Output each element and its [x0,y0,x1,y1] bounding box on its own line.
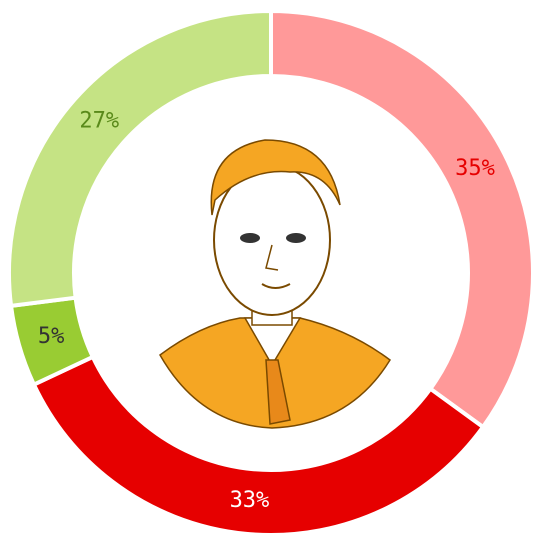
value-label: 35% [455,156,495,181]
value-label: 27% [79,109,119,134]
portrait [160,140,390,428]
value-label: 5% [38,324,65,349]
chart: 35% 33% 5% 27% [0,0,534,538]
eye [286,233,306,243]
eye [240,233,260,243]
value-label: 33% [230,488,270,513]
